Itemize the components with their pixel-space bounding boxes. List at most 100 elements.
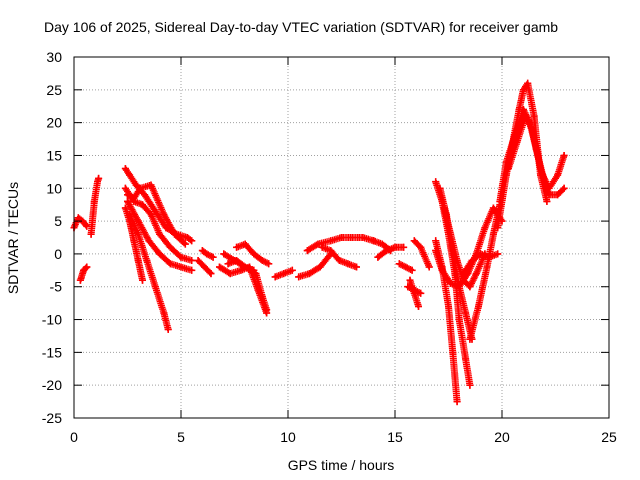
y-tick-label: 5 <box>54 213 62 229</box>
data-point <box>136 184 144 192</box>
data-point <box>318 243 326 251</box>
y-tick-label: 0 <box>54 246 62 262</box>
x-tick-label: 10 <box>280 429 296 445</box>
data-point <box>445 302 452 310</box>
series-sat-h <box>121 204 146 284</box>
y-tick-label: 30 <box>46 49 62 65</box>
data-point <box>537 165 544 173</box>
data-point <box>171 230 179 238</box>
data-point <box>90 197 98 205</box>
data-point <box>258 257 266 264</box>
data-point <box>472 270 480 278</box>
data-point <box>554 171 562 179</box>
data-point <box>139 276 146 284</box>
data-point <box>237 266 245 274</box>
data-point <box>417 243 425 251</box>
data-point <box>335 257 343 264</box>
x-tick-label: 20 <box>494 429 510 445</box>
data-point <box>316 263 324 271</box>
y-tick-label: -10 <box>42 312 62 328</box>
y-tick-label: 15 <box>46 147 62 163</box>
series-sat-s <box>318 243 360 271</box>
data-point <box>344 260 352 268</box>
data-point <box>455 283 463 291</box>
data-point <box>338 234 345 241</box>
data-point <box>143 257 151 264</box>
data-point <box>543 197 551 205</box>
data-point <box>145 237 153 245</box>
data-point <box>130 194 138 202</box>
data-point <box>496 197 504 205</box>
data-point <box>560 184 568 192</box>
data-point <box>519 86 527 94</box>
data-point <box>425 263 433 271</box>
data-point <box>147 211 155 218</box>
data-point <box>545 191 553 199</box>
data-point <box>258 293 266 301</box>
data-point <box>305 270 313 278</box>
x-tick-label: 15 <box>387 429 403 445</box>
x-tick-label: 0 <box>70 429 78 445</box>
data-point <box>402 263 410 271</box>
data-point <box>494 224 502 232</box>
data-point <box>201 263 208 271</box>
data-point <box>327 247 335 255</box>
series-sat-w <box>410 237 433 271</box>
data-point <box>303 247 311 255</box>
data-point <box>483 263 491 271</box>
data-point <box>415 302 422 310</box>
data-point <box>160 309 168 317</box>
data-point <box>124 191 131 199</box>
data-point <box>475 302 482 310</box>
y-tick-label: -5 <box>50 279 63 295</box>
data-point <box>188 266 196 274</box>
series-sat-y <box>406 276 422 310</box>
data-point <box>181 240 189 248</box>
data-point <box>164 325 172 333</box>
data-point <box>141 191 149 199</box>
y-tick-label: -15 <box>42 344 62 360</box>
data-point <box>462 309 470 317</box>
data-point <box>528 125 536 133</box>
data-point <box>151 207 159 215</box>
y-tick-label: -20 <box>42 377 62 393</box>
data-point <box>417 289 425 297</box>
data-point <box>519 106 527 113</box>
data-point <box>151 283 159 291</box>
data-point <box>226 270 234 278</box>
series-sat-c <box>87 174 103 238</box>
data-point <box>160 211 168 218</box>
series-sat-q <box>295 250 335 281</box>
data-point <box>447 230 455 238</box>
data-point <box>139 201 146 209</box>
data-point <box>80 266 88 274</box>
data-point <box>263 306 271 314</box>
data-point <box>177 253 185 261</box>
data-point <box>466 335 474 343</box>
series-sat-v <box>395 260 416 274</box>
data-point <box>449 348 457 356</box>
data-point <box>489 230 497 238</box>
data-point <box>410 289 418 297</box>
data-point <box>288 266 296 274</box>
data-point <box>374 253 382 261</box>
data-point <box>183 234 191 241</box>
data-point <box>462 355 470 363</box>
series-sat-a <box>70 214 91 232</box>
series-sat-o <box>224 257 258 274</box>
data-point <box>95 174 103 182</box>
data-point <box>134 230 142 238</box>
data-point <box>359 234 367 241</box>
data-point <box>121 165 129 173</box>
data-point <box>188 257 196 264</box>
data-point <box>370 237 378 245</box>
grid <box>74 57 609 418</box>
y-tick-label: -25 <box>42 410 62 426</box>
x-tick-label: 25 <box>601 429 617 445</box>
data-point <box>436 184 444 192</box>
data-point <box>432 237 440 245</box>
data-point <box>395 260 403 268</box>
data-point <box>477 250 485 258</box>
data-point <box>410 237 418 245</box>
